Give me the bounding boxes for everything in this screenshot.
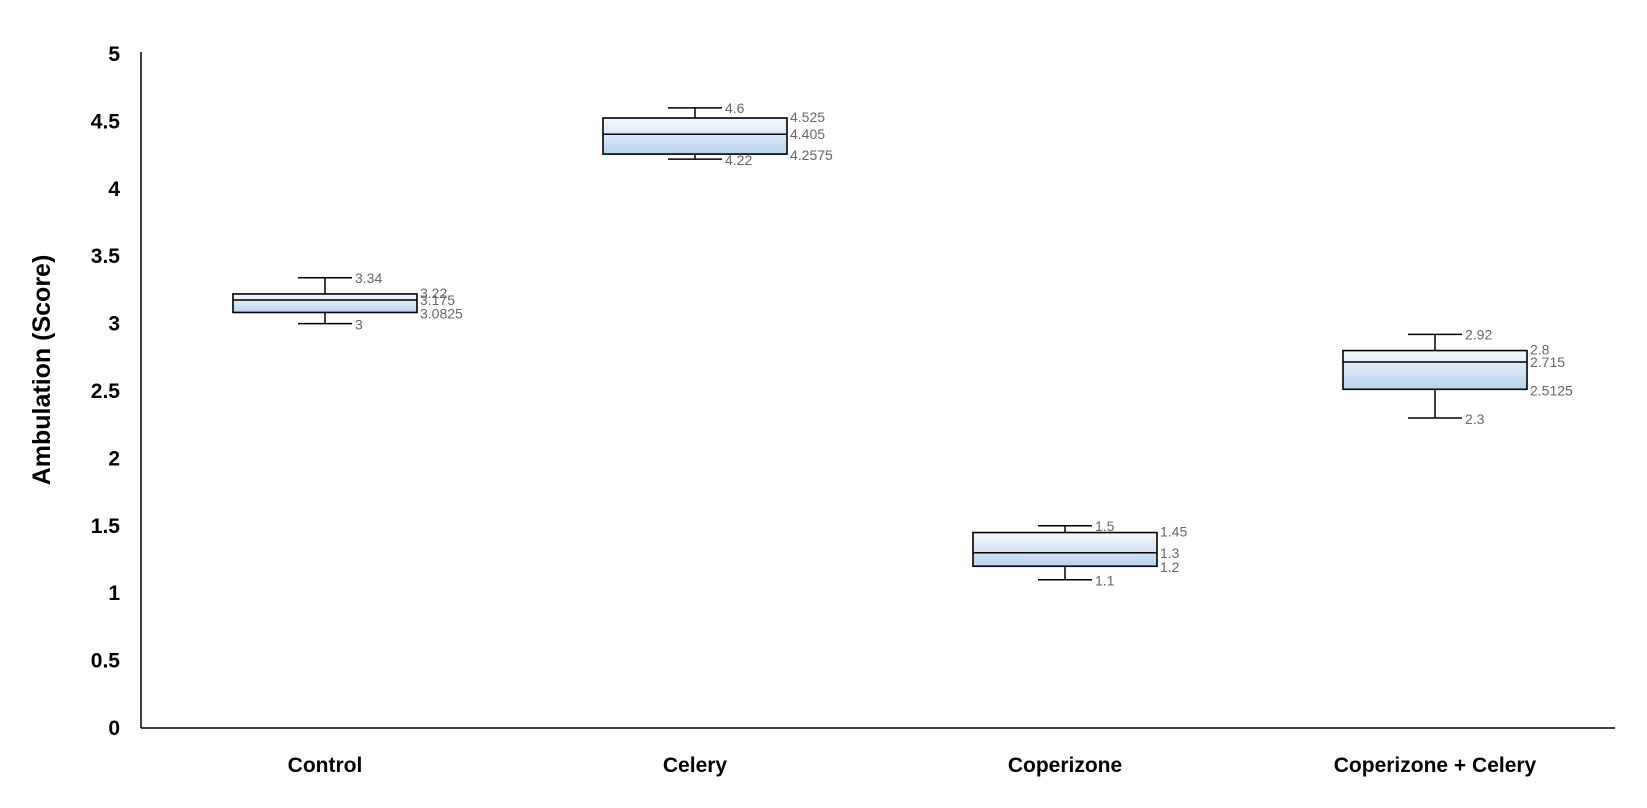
max-label: 4.6 <box>725 100 745 116</box>
median-label: 3.175 <box>420 292 455 308</box>
y-tick-label: 1 <box>108 582 120 605</box>
q1-label: 2.5125 <box>1530 382 1573 398</box>
iqr-box <box>972 531 1158 568</box>
min-label: 4.22 <box>725 152 752 168</box>
y-tick-label: 2 <box>108 447 120 470</box>
y-tick-label: 2.5 <box>91 380 121 403</box>
y-tick-label: 3.5 <box>91 245 121 268</box>
median-label: 2.715 <box>1530 354 1565 370</box>
q3-label: 4.525 <box>790 109 825 125</box>
y-tick-label: 4.5 <box>91 110 121 133</box>
max-label: 1.5 <box>1095 518 1115 534</box>
box-group: 2.92 2.3 2.82.715 2.5125 <box>1342 326 1573 427</box>
y-tick-label: 0.5 <box>91 650 121 673</box>
iqr-box <box>232 293 418 314</box>
box-group: 1.5 1.1 1.45 1.31.2 <box>972 518 1187 589</box>
max-label: 3.34 <box>355 270 382 286</box>
median-label: 4.405 <box>790 126 825 142</box>
y-tick-label: 0 <box>108 717 120 740</box>
y-tick-label: 4 <box>108 178 120 201</box>
q1-label: 4.2575 <box>790 147 833 163</box>
x-tick-label: Control <box>288 754 363 777</box>
axes: 0 0.5 1 1.5 2 2.5 3 3.5 4 4.5 5 Control Celery Coperi… <box>91 43 1615 777</box>
x-tick-label: Coperizone <box>1008 754 1122 777</box>
y-axis-label: Ambulation (Score) <box>28 255 56 486</box>
q1-label: 3.0825 <box>420 305 463 321</box>
x-tick-label: Coperizone + Celery <box>1334 754 1537 777</box>
min-label: 3 <box>355 317 363 333</box>
q3-label: 3.22 <box>420 285 447 301</box>
q1-label: 1.2 <box>1160 559 1180 575</box>
y-tick-label: 1.5 <box>91 515 121 538</box>
y-tick-label: 3 <box>108 313 120 336</box>
min-label: 2.3 <box>1465 411 1485 427</box>
y-tick-label: 5 <box>108 43 120 66</box>
q3-label: 1.45 <box>1160 524 1187 540</box>
median-label: 1.3 <box>1160 545 1180 561</box>
max-label: 2.92 <box>1465 326 1492 342</box>
x-tick-label: Celery <box>663 754 728 777</box>
q3-label: 2.8 <box>1530 342 1550 358</box>
min-label: 1.1 <box>1095 573 1115 589</box>
iqr-box <box>1342 349 1528 391</box>
iqr-box <box>602 117 788 155</box>
